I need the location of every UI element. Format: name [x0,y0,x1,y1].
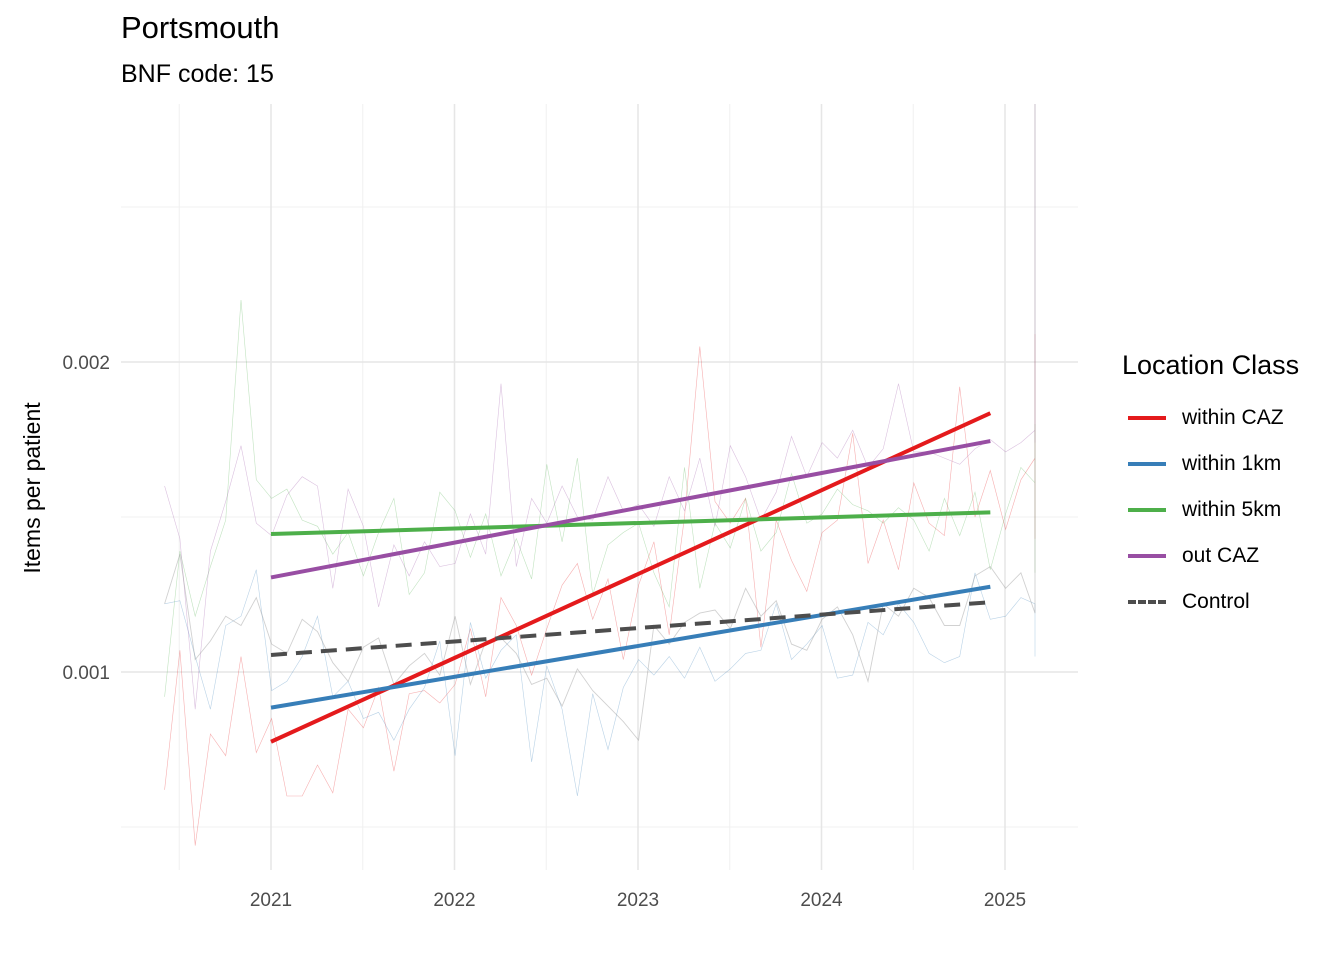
chart-title: Portsmouth [121,10,280,45]
raw-series-control [164,104,1036,742]
trend-line-control [270,600,991,657]
legend-key [1128,498,1166,522]
legend-item: within 5km [1122,487,1299,533]
x-tick-label: 2025 [984,890,1026,911]
raw-series-within-5km [164,299,1036,697]
legend-item: within 1km [1122,441,1299,487]
trend-lines-layer [270,411,992,744]
y-tick-label: 0.002 [62,353,110,374]
raw-series-out-caz [164,104,1036,710]
y-tick-label: 0.001 [62,663,110,684]
raw-series-layer [164,104,1036,846]
x-tick-label: 2021 [250,890,292,911]
legend-item: within CAZ [1122,395,1299,441]
legend-label: out CAZ [1182,544,1260,567]
chart-subtitle: BNF code: 15 [121,60,274,88]
legend-title: Location Class [1122,350,1300,380]
legend-key [1128,406,1166,430]
legend-key [1128,452,1166,476]
y-axis-label: Items per patient [19,402,45,574]
trend-line-out-caz [270,439,991,580]
legend-label: within 5km [1182,498,1282,521]
legend-label: Control [1182,590,1250,613]
trend-line-within-1km [270,584,991,710]
raw-series-within-caz [164,334,1036,846]
x-tick-label: 2022 [433,890,475,911]
legend-key [1128,590,1166,614]
legend-item: Control [1122,579,1299,625]
axis-layer: 2021 2022 2023 2024 2025 0.001 0.002 [62,353,1026,911]
trend-line-within-5km [270,510,991,537]
legend: Location Class within CAZ within 1km withi… [1122,350,1299,625]
legend-label: within 1km [1182,452,1282,475]
x-tick-label: 2023 [617,890,659,911]
legend-label: within CAZ [1182,406,1284,429]
raw-series-within-1km [164,569,1036,797]
x-tick-label: 2024 [800,890,843,911]
grid-layer [121,104,1078,870]
legend-items: within CAZ within 1km within 5km out CAZ Con… [1122,395,1299,625]
legend-item: out CAZ [1122,533,1299,579]
legend-key [1128,544,1166,568]
